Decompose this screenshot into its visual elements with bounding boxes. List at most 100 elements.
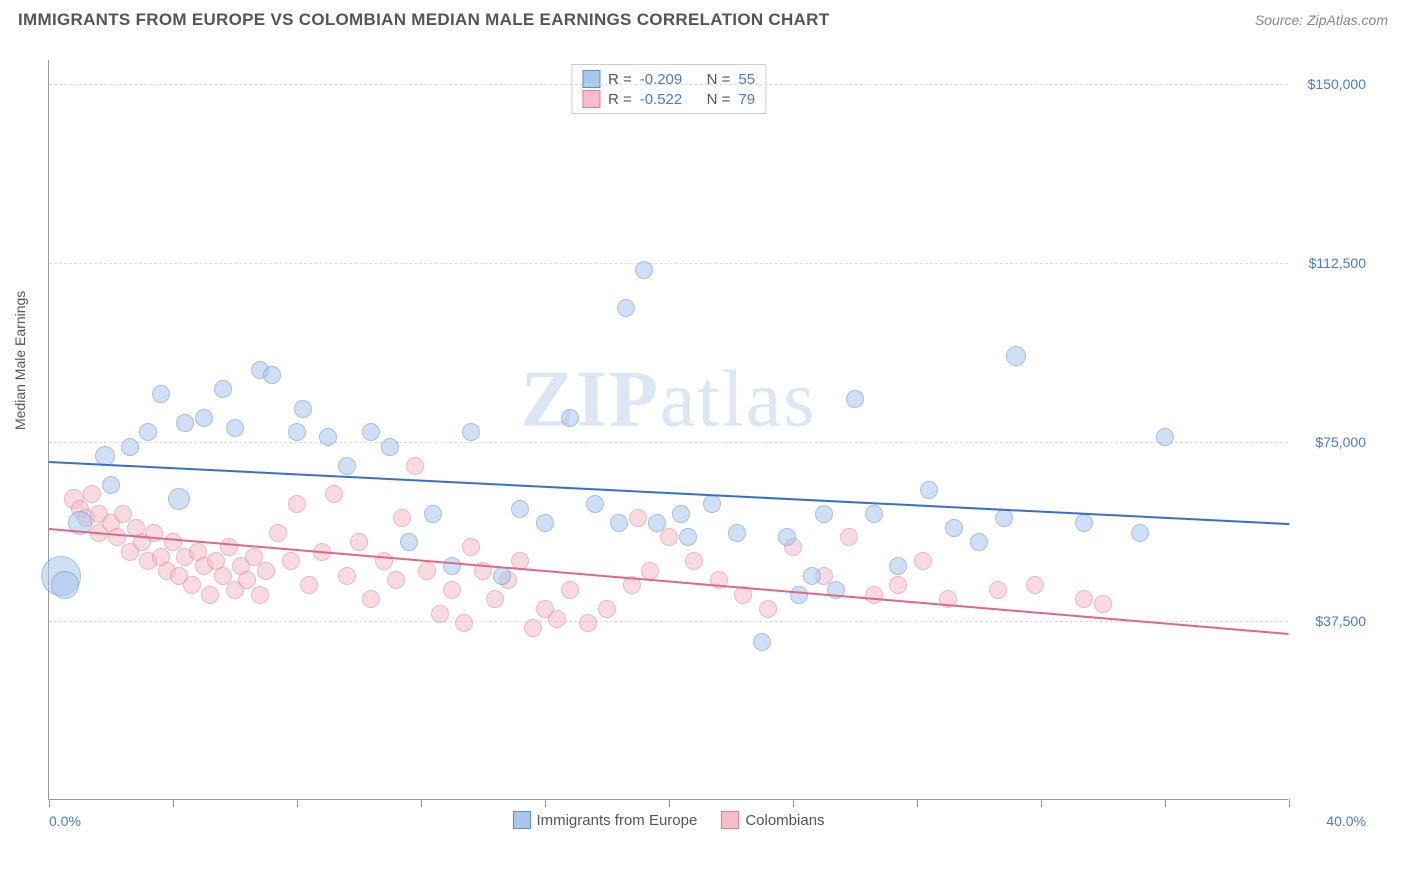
gridline: [49, 442, 1288, 443]
data-point: [679, 528, 697, 546]
data-point: [945, 519, 963, 537]
data-point: [635, 261, 653, 279]
data-point: [455, 614, 473, 632]
data-point: [648, 514, 666, 532]
data-point: [703, 495, 721, 513]
data-point: [493, 567, 511, 585]
data-point: [288, 495, 306, 513]
data-point: [121, 438, 139, 456]
trend-line: [49, 461, 1289, 525]
data-point: [524, 619, 542, 637]
data-point: [176, 414, 194, 432]
data-point: [579, 614, 597, 632]
data-point: [83, 485, 101, 503]
data-point: [319, 428, 337, 446]
stats-row: R = -0.522 N = 79: [582, 89, 755, 109]
data-point: [511, 500, 529, 518]
series-legend: Immigrants from Europe Colombians: [512, 811, 824, 829]
plot-area: ZIPatlas R = -0.209 N = 55R = -0.522 N =…: [48, 60, 1288, 800]
data-point: [251, 586, 269, 604]
legend-item: Colombians: [721, 811, 824, 829]
data-point: [685, 552, 703, 570]
x-axis-min-label: 0.0%: [49, 813, 81, 829]
data-point: [443, 581, 461, 599]
data-point: [1026, 576, 1044, 594]
x-tick: [545, 799, 546, 807]
data-point: [914, 552, 932, 570]
data-point: [300, 576, 318, 594]
data-point: [865, 586, 883, 604]
data-point: [362, 423, 380, 441]
data-point: [1131, 524, 1149, 542]
y-tick-label: $112,500: [1309, 255, 1366, 271]
data-point: [889, 557, 907, 575]
data-point: [381, 438, 399, 456]
x-tick: [1289, 799, 1290, 807]
data-point: [431, 605, 449, 623]
x-tick: [297, 799, 298, 807]
data-point: [325, 485, 343, 503]
data-point: [338, 457, 356, 475]
y-axis-label: Median Male Earnings: [12, 291, 28, 430]
data-point: [424, 505, 442, 523]
data-point: [263, 366, 281, 384]
data-point: [610, 514, 628, 532]
chart-title: IMMIGRANTS FROM EUROPE VS COLOMBIAN MEDI…: [18, 10, 829, 30]
x-tick: [421, 799, 422, 807]
data-point: [406, 457, 424, 475]
x-tick: [1165, 799, 1166, 807]
data-point: [778, 528, 796, 546]
data-point: [1075, 514, 1093, 532]
data-point: [1094, 595, 1112, 613]
chart-container: Median Male Earnings ZIPatlas R = -0.209…: [48, 60, 1368, 840]
data-point: [617, 299, 635, 317]
y-tick-label: $37,500: [1315, 613, 1366, 629]
gridline: [49, 263, 1288, 264]
data-point: [728, 524, 746, 542]
data-point: [168, 488, 190, 510]
data-point: [970, 533, 988, 551]
x-tick: [173, 799, 174, 807]
data-point: [226, 419, 244, 437]
data-point: [294, 400, 312, 418]
data-point: [350, 533, 368, 551]
data-point: [586, 495, 604, 513]
data-point: [561, 409, 579, 427]
data-point: [561, 581, 579, 599]
data-point: [338, 567, 356, 585]
data-point: [660, 528, 678, 546]
data-point: [257, 562, 275, 580]
data-point: [629, 509, 647, 527]
data-point: [865, 505, 883, 523]
gridline: [49, 84, 1288, 85]
x-tick: [669, 799, 670, 807]
data-point: [462, 538, 480, 556]
data-point: [195, 409, 213, 427]
legend-swatch: [582, 90, 600, 108]
data-point: [1156, 428, 1174, 446]
x-tick: [917, 799, 918, 807]
data-point: [889, 576, 907, 594]
data-point: [102, 476, 120, 494]
data-point: [214, 380, 232, 398]
data-point: [362, 590, 380, 608]
data-point: [486, 590, 504, 608]
x-tick: [49, 799, 50, 807]
data-point: [536, 514, 554, 532]
correlation-stats-box: R = -0.209 N = 55R = -0.522 N = 79: [571, 64, 766, 114]
data-point: [846, 390, 864, 408]
data-point: [269, 524, 287, 542]
data-point: [803, 567, 821, 585]
legend-item: Immigrants from Europe: [512, 811, 697, 829]
data-point: [790, 586, 808, 604]
data-point: [753, 633, 771, 651]
watermark: ZIPatlas: [521, 354, 817, 445]
chart-header: IMMIGRANTS FROM EUROPE VS COLOMBIAN MEDI…: [0, 0, 1406, 36]
stats-row: R = -0.209 N = 55: [582, 69, 755, 89]
data-point: [598, 600, 616, 618]
data-point: [995, 509, 1013, 527]
legend-swatch: [721, 811, 739, 829]
data-point: [1006, 346, 1026, 366]
data-point: [672, 505, 690, 523]
legend-swatch: [582, 70, 600, 88]
